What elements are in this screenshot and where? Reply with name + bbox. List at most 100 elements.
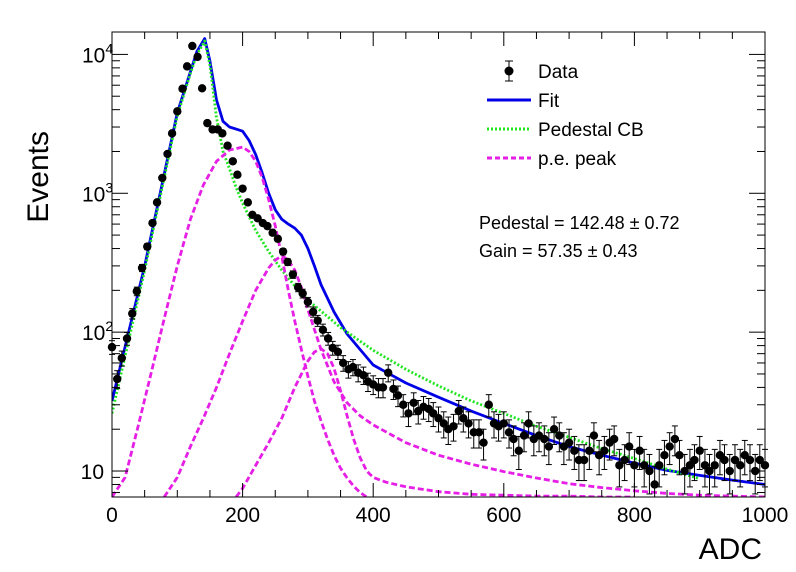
data-point [685, 448, 695, 488]
data-point [700, 448, 710, 488]
data-point [695, 435, 704, 470]
annotations: Pedestal = 142.48 ± 0.72 Gain = 57.35 ± 0… [479, 213, 680, 261]
data-point [218, 129, 227, 138]
data-point [459, 406, 468, 433]
axis-ticks [111, 32, 766, 497]
data-point [233, 170, 242, 179]
data-point [404, 402, 413, 428]
data-point [720, 444, 729, 482]
curves-layer [112, 37, 765, 497]
data-point [615, 448, 624, 488]
data-point [755, 444, 764, 482]
legend-label: p.e. peak [538, 149, 617, 170]
x-tick-label: 800 [617, 504, 652, 527]
data-point [313, 314, 322, 327]
data-point [624, 432, 634, 466]
y-tick-label: 102 [82, 318, 113, 345]
data-point [579, 444, 589, 482]
tick-labels: 0 200 400 600 800 1000 10 102 103 104 [81, 40, 789, 527]
data-point [303, 296, 313, 308]
data-point [665, 432, 674, 466]
data-point [454, 400, 463, 425]
y-axis-title: Events [22, 131, 55, 223]
data-point [735, 448, 745, 488]
data-point [188, 41, 197, 51]
data-point [238, 184, 247, 193]
annotation-gain: Gain = 57.35 ± 0.43 [479, 241, 638, 261]
x-axis-title: ADC [699, 533, 762, 566]
data-point [348, 359, 358, 377]
curve-p-e-peak-2 [163, 254, 765, 497]
x-tick-label: 200 [225, 504, 260, 527]
data-point [635, 435, 644, 470]
data-point [675, 439, 684, 476]
data-point [564, 428, 574, 461]
data-point [182, 62, 192, 71]
data-point [555, 422, 564, 453]
x-tick-label: 400 [356, 504, 391, 527]
data-point [730, 444, 740, 482]
data-points-layer [107, 41, 770, 497]
data-point [243, 198, 253, 207]
data-point [178, 84, 187, 93]
data-point [148, 218, 157, 228]
data-point [680, 453, 689, 495]
data-point [645, 453, 654, 495]
legend-entry-p-e-peak: p.e. peak [487, 149, 617, 170]
data-point [740, 439, 749, 476]
data-point [268, 228, 277, 237]
data-point [710, 448, 719, 488]
data-point [223, 141, 232, 150]
data-point [197, 84, 207, 93]
y-tick-label: 103 [82, 179, 113, 206]
data-point [278, 247, 288, 256]
data-point [128, 308, 137, 320]
curve-pedestal-cb [112, 39, 701, 481]
y-tick-label: 104 [82, 40, 113, 67]
data-point [484, 394, 493, 418]
data-point [163, 149, 172, 159]
data-point [620, 444, 629, 482]
data-point [540, 425, 549, 457]
data-point [399, 394, 408, 418]
data-point [439, 411, 448, 439]
y-tick-label: 10 [81, 461, 104, 484]
data-point [288, 270, 298, 279]
data-point [464, 411, 473, 439]
curve-p-e-peak-1 [112, 145, 368, 497]
data-point [143, 242, 152, 251]
data-point [117, 350, 126, 367]
data-point [639, 448, 649, 488]
data-point [655, 448, 664, 488]
data-point [725, 453, 734, 495]
data-point [449, 413, 458, 442]
data-point [318, 323, 328, 337]
data-point [137, 263, 147, 273]
data-point [745, 444, 755, 482]
data-point [504, 419, 514, 449]
data-point [509, 425, 518, 457]
data-point [193, 52, 202, 62]
data-point [630, 448, 639, 488]
data-point [529, 425, 539, 457]
data-point [609, 425, 619, 457]
data-point [173, 107, 182, 116]
data-point [705, 453, 714, 495]
data-point [283, 257, 292, 267]
data-point [203, 118, 212, 128]
annotation-pedestal: Pedestal = 142.48 ± 0.72 [479, 213, 680, 233]
data-point [474, 419, 484, 449]
x-tick-label: 0 [106, 504, 118, 527]
data-point [589, 422, 599, 453]
data-point [384, 364, 393, 383]
data-point [570, 435, 579, 470]
data-point [353, 364, 363, 383]
data-point [308, 306, 318, 318]
data-point [298, 288, 307, 299]
data-point [600, 435, 609, 470]
data-point [158, 173, 167, 183]
legend-entry-pedestal-cb: Pedestal CB [487, 120, 644, 141]
data-point [113, 370, 122, 390]
data-point [690, 444, 699, 482]
legend-label: Fit [538, 91, 560, 112]
